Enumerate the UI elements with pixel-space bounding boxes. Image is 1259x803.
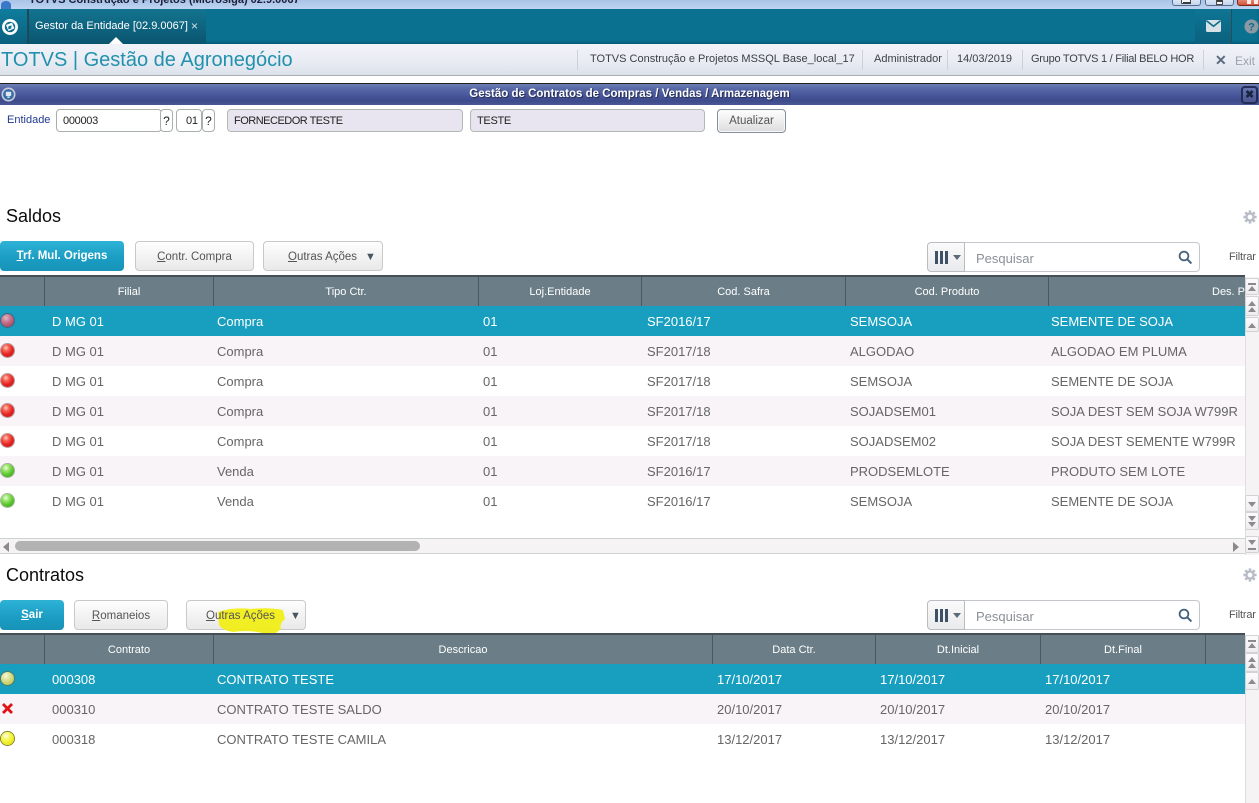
svg-text:?: ? [1248, 21, 1255, 33]
